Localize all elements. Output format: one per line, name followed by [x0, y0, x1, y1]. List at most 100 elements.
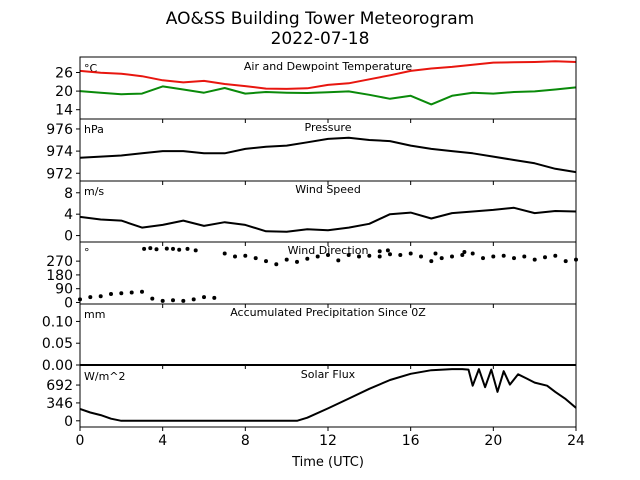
data-point-wind-direction [148, 246, 153, 251]
data-point-wind-direction [150, 296, 155, 301]
y-tick-label-pressure: 972 [46, 166, 73, 182]
data-point-wind-direction [481, 256, 485, 261]
data-point-wind-direction [429, 259, 434, 264]
data-point-wind-direction [377, 249, 382, 254]
y-tick-label-temperature: 26 [55, 66, 73, 82]
data-point-wind-direction [295, 259, 299, 264]
data-point-wind-direction [88, 295, 93, 300]
y-tick-label-wind-speed: 0 [64, 229, 73, 245]
y-tick-label-wind-direction: 270 [46, 254, 73, 270]
data-point-wind-direction [385, 248, 390, 253]
data-point-wind-direction [253, 256, 258, 261]
data-point-wind-direction [212, 295, 217, 300]
data-point-wind-direction [512, 256, 516, 261]
panel-title-precipitation: Accumulated Precipitation Since 0Z [230, 306, 426, 319]
data-point-wind-direction [357, 254, 361, 259]
series-line-pressure-0 [79, 136, 577, 174]
data-point-wind-direction [243, 253, 248, 258]
series-line-temperature-1 [79, 85, 577, 106]
panel-title-pressure: Pressure [305, 121, 352, 134]
data-point-wind-direction [142, 246, 147, 251]
data-point-wind-direction [532, 257, 537, 262]
data-point-wind-direction [274, 262, 279, 267]
data-point-wind-direction [140, 289, 144, 294]
panel-wind-direction: Wind Direction ° [84, 244, 368, 259]
panel-unit-solar-flux: W/m^2 [84, 370, 126, 383]
data-point-wind-direction [501, 253, 506, 258]
data-point-wind-direction [98, 294, 103, 299]
data-point-wind-direction [264, 259, 268, 264]
x-tick-label: 0 [76, 433, 85, 449]
data-point-wind-direction [177, 247, 182, 252]
panel-unit-pressure: hPa [84, 123, 104, 136]
y-tick-label-precipitation: 0.05 [42, 336, 73, 352]
y-tick-label-wind-speed: 4 [64, 207, 73, 223]
panel-unit-precipitation: mm [84, 308, 105, 321]
data-point-wind-direction [398, 253, 403, 257]
data-point-wind-direction [419, 254, 423, 259]
y-tick-label-wind-direction: 0 [64, 295, 73, 311]
y-tick-label-pressure: 976 [46, 122, 73, 138]
data-point-wind-direction [326, 253, 330, 257]
data-point-wind-direction [222, 251, 227, 256]
data-point-wind-direction [460, 253, 465, 257]
x-tick-label: 12 [319, 433, 337, 449]
x-tick-label: 8 [241, 433, 250, 449]
y-tick-label-precipitation: 0.10 [42, 314, 73, 330]
plot-layer: 1420269729749760480901802700.000.050.100… [42, 56, 585, 449]
data-point-wind-direction [284, 257, 289, 262]
data-point-wind-direction [171, 298, 175, 303]
data-point-wind-direction [315, 254, 320, 259]
data-point-wind-direction [336, 258, 341, 263]
panel-pressure: Pressure hPa [84, 121, 352, 136]
data-point-wind-direction [491, 254, 496, 259]
panel-wind-speed: Wind Speed m/s [84, 183, 361, 198]
data-point-wind-direction [129, 290, 134, 295]
data-point-wind-direction [388, 252, 392, 257]
data-point-wind-direction [109, 292, 113, 296]
series-line-temperature-0 [79, 60, 577, 90]
data-point-wind-direction [154, 247, 159, 252]
data-point-wind-direction [408, 251, 413, 256]
x-tick-label: 20 [484, 433, 502, 449]
data-point-wind-direction [202, 295, 206, 300]
data-point-wind-direction [160, 298, 165, 303]
y-tick-label-temperature: 20 [55, 84, 73, 100]
data-point-wind-direction [433, 251, 438, 256]
y-tick-label-wind-direction: 180 [46, 268, 73, 284]
data-point-wind-direction [377, 254, 382, 259]
series-line-wind-speed-0 [79, 206, 577, 233]
panel-unit-wind-speed: m/s [84, 185, 104, 198]
y-tick-label-solar-flux: 692 [46, 378, 73, 394]
data-point-wind-direction [450, 254, 454, 259]
y-tick-label-precipitation: 0.00 [42, 358, 73, 374]
data-point-wind-direction [462, 250, 467, 254]
data-point-wind-direction [191, 297, 196, 302]
data-point-wind-direction [119, 291, 124, 296]
figure-title-line2: 2022-07-18 [271, 29, 370, 49]
x-tick-label: 24 [567, 433, 585, 449]
y-tick-label-pressure: 974 [46, 144, 73, 160]
panel-unit-wind-direction: ° [84, 246, 90, 259]
y-tick-label-solar-flux: 0 [64, 414, 73, 430]
panel-title-solar-flux: Solar Flux [301, 368, 356, 381]
panel-solar-flux: Solar Flux W/m^2 [84, 368, 356, 383]
x-tick-label: 16 [402, 433, 420, 449]
data-point-wind-direction [563, 259, 568, 264]
data-point-wind-direction [185, 246, 190, 251]
data-point-wind-direction [233, 254, 237, 259]
y-tick-label-wind-speed: 8 [64, 186, 73, 202]
data-point-wind-direction [543, 255, 547, 260]
data-point-wind-direction [439, 256, 444, 261]
panel-title-temperature: Air and Dewpoint Temperature [244, 60, 412, 73]
data-point-wind-direction [470, 251, 475, 256]
x-axis-label: Time (UTC) [291, 455, 364, 470]
data-point-wind-direction [553, 253, 558, 258]
data-point-wind-direction [346, 253, 351, 257]
data-point-wind-direction [305, 256, 310, 261]
data-point-wind-direction [193, 248, 198, 253]
x-tick-label: 4 [158, 433, 167, 449]
figure-title-line1: AO&SS Building Tower Meteorogram [166, 9, 474, 29]
series-line-solar-flux-0 [79, 368, 577, 422]
